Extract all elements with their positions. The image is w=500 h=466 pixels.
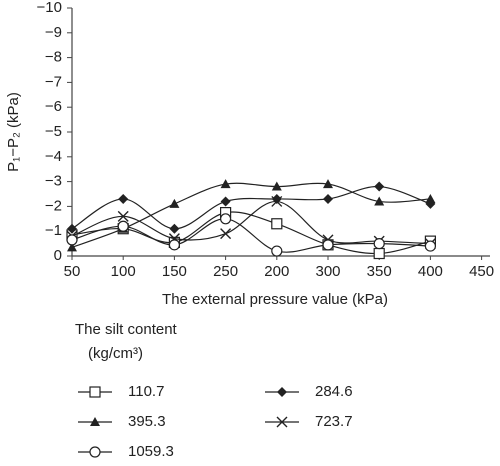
data-point — [323, 193, 333, 204]
legend-label: 110.7 — [128, 383, 164, 400]
legend-marker — [277, 387, 287, 397]
x-tick-label: 350 — [367, 263, 392, 280]
x-tick-label: 400 — [418, 263, 443, 280]
x-tick-label: 150 — [162, 263, 187, 280]
y-tick-label: −6 — [45, 98, 62, 115]
data-point — [271, 218, 283, 230]
y-tick-label: −10 — [37, 0, 62, 16]
data-point — [373, 238, 385, 250]
y-tick-label: −4 — [45, 148, 62, 165]
legend-label: 723.7 — [315, 413, 353, 430]
y-tick-label: −2 — [45, 197, 62, 214]
legend-marker — [89, 446, 101, 458]
data-point — [220, 179, 231, 189]
legend-marker — [89, 386, 101, 398]
x-tick-label: 250 — [213, 263, 238, 280]
legend-label: 284.6 — [315, 383, 353, 400]
x-axis-label: The external pressure value (kPa) — [162, 291, 388, 308]
legend-label: 1059.3 — [128, 443, 174, 460]
series-line — [71, 185, 431, 230]
data-point — [117, 210, 129, 222]
data-point — [374, 181, 385, 192]
y-tick-label: −9 — [45, 24, 62, 41]
legend-marker — [276, 416, 288, 428]
legend-title: The silt content — [75, 321, 178, 338]
data-point — [374, 196, 385, 206]
data-point — [220, 213, 232, 225]
y-tick-label: −5 — [45, 123, 62, 140]
data-point — [271, 181, 282, 191]
series-line — [71, 218, 431, 253]
y-tick-label: −1 — [45, 222, 62, 239]
data-point — [169, 198, 180, 208]
x-tick-label: 450 — [469, 263, 494, 280]
x-tick-label: 50 — [64, 263, 81, 280]
y-tick-label: −8 — [45, 49, 62, 66]
data-point — [67, 242, 77, 252]
data-point — [271, 195, 283, 207]
data-point — [117, 220, 129, 232]
data-point — [323, 179, 333, 189]
x-tick-label: 100 — [111, 263, 136, 280]
legend-label: 395.3 — [128, 413, 166, 430]
data-point — [425, 193, 436, 203]
legend-title: (kg/cm³) — [88, 345, 143, 362]
legend-marker — [90, 417, 100, 426]
data-point — [373, 247, 385, 260]
data-point — [220, 228, 232, 240]
data-point — [168, 239, 180, 251]
y-tick-label: −7 — [45, 73, 62, 90]
data-point — [118, 193, 129, 204]
y-axis-label: P₁−P₂ (kPa) — [5, 92, 22, 172]
data-point — [67, 223, 77, 234]
data-point — [322, 239, 334, 251]
data-point — [169, 223, 180, 234]
data-point — [66, 234, 78, 246]
y-tick-label: 0 — [54, 247, 62, 264]
data-point — [220, 196, 231, 207]
data-point — [271, 245, 283, 257]
data-point — [424, 240, 436, 252]
x-tick-label: 300 — [315, 263, 340, 280]
y-tick-label: −3 — [45, 173, 62, 190]
series-line — [71, 200, 431, 245]
x-tick-label: 200 — [264, 263, 289, 280]
